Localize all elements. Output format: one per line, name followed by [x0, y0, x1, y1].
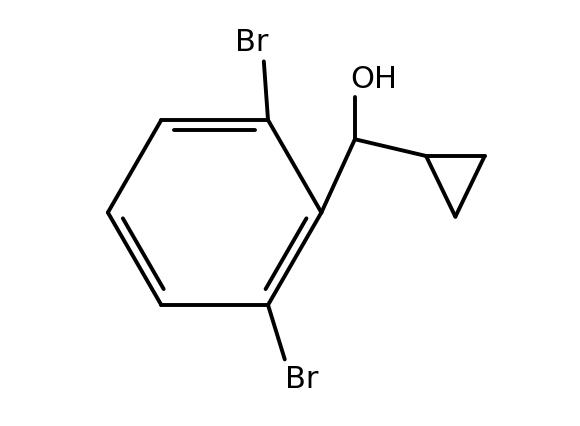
Text: OH: OH — [350, 65, 397, 94]
Text: Br: Br — [285, 364, 318, 393]
Text: Br: Br — [234, 29, 268, 57]
